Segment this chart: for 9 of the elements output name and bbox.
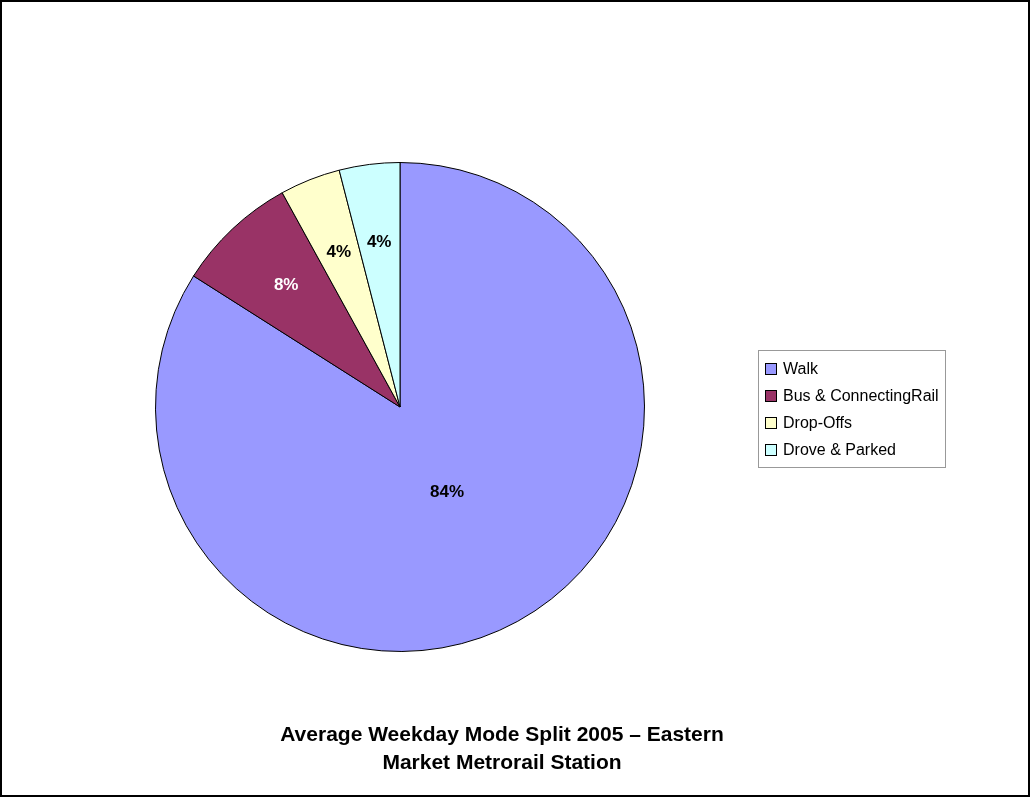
data-label: 4% <box>326 242 352 262</box>
legend-label: Drove & Parked <box>783 440 896 459</box>
data-label: 4% <box>366 231 392 251</box>
text: Average Weekday Mode Split 2005 – Eastern Market Metrorail Station <box>279 721 725 775</box>
legend-label: Walk <box>783 359 818 378</box>
legend-label: Drop-Offs <box>783 413 853 432</box>
data-label: 84% <box>430 482 465 502</box>
data-label: 8% <box>273 275 299 295</box>
legend-label: Bus & ConnectingRail <box>783 386 939 405</box>
